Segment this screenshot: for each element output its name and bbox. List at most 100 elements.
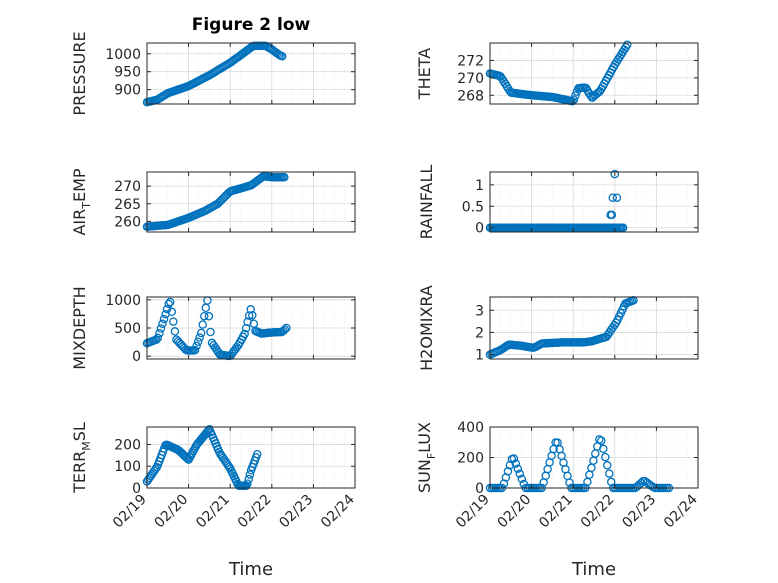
data-point — [569, 95, 579, 104]
axes-box — [489, 42, 699, 105]
data-point — [597, 436, 606, 445]
data-point — [155, 328, 164, 338]
axes-box — [146, 42, 356, 105]
subplot-mixdepth: 0 500 1000 MIXDEPTH — [70, 286, 356, 370]
data-point — [167, 307, 177, 317]
y-tick-label: 2 — [475, 325, 484, 341]
y-tick-label: 0.5 — [462, 199, 484, 215]
data-point — [282, 323, 291, 333]
data-point — [277, 52, 287, 61]
y-tick-label: 950 — [114, 65, 141, 81]
y-tick-label: 265 — [114, 197, 141, 213]
data-point — [198, 320, 207, 329]
y-tick-label: 270 — [114, 179, 141, 195]
data-point — [509, 454, 519, 463]
data-point — [607, 210, 617, 220]
data-point — [636, 478, 646, 488]
data-point — [599, 444, 608, 454]
data-point — [513, 464, 523, 473]
data-point — [204, 312, 214, 321]
data-point — [169, 317, 178, 326]
x-axis-label-right: Time — [571, 559, 616, 580]
data-point — [280, 173, 289, 182]
data-point — [224, 462, 234, 471]
data-point — [571, 91, 580, 100]
data-point — [589, 456, 598, 465]
data-point — [591, 449, 600, 458]
x-tick-label: 02/21 — [193, 492, 233, 532]
data-point — [585, 470, 594, 480]
y-tick-label: 1000 — [105, 47, 141, 63]
y-axis-label: PRESSURE — [70, 31, 89, 115]
data-point — [162, 304, 172, 314]
x-axis-label-left: Time — [228, 559, 273, 580]
data-point — [165, 297, 175, 307]
data-point — [240, 329, 249, 339]
data-point — [252, 449, 262, 459]
data-point — [517, 474, 527, 484]
subplot-h2omixra: 1 2 3 H2OMIXRA — [417, 285, 699, 371]
data-point — [565, 478, 574, 487]
y-tick-label: 260 — [114, 214, 141, 230]
subplot-rainfall: 0 0.5 1 RAINFALL — [417, 165, 699, 240]
subplot-terr-msl: 0 100 200 02/19 02/20 02/21 02/22 02/23 02/24 TER… — [70, 422, 358, 531]
data-point — [201, 303, 211, 313]
data-point — [248, 311, 257, 320]
data-point — [612, 193, 622, 202]
y-tick-label: 100 — [114, 459, 141, 475]
data-point — [243, 479, 252, 488]
x-tick-label: 02/20 — [152, 492, 192, 532]
y-tick-label: 272 — [457, 53, 484, 69]
y-axis-label: SUNFLUX — [415, 422, 438, 493]
y-tick-label: 3 — [475, 303, 484, 319]
x-tick-label: 02/19 — [453, 492, 493, 532]
data-point — [153, 333, 163, 343]
data-point — [244, 474, 253, 484]
data-point — [164, 299, 173, 309]
y-tick-label: 0 — [132, 481, 141, 497]
y-tick-label: 200 — [114, 437, 141, 453]
x-tick-label: 02/23 — [276, 492, 316, 532]
data-point — [601, 452, 610, 462]
y-axis-label: AIRTEMP — [70, 168, 93, 235]
data-point — [280, 325, 290, 334]
data-point — [156, 324, 166, 333]
axes-box — [146, 171, 356, 233]
x-tick-label: 02/20 — [495, 492, 535, 532]
data-point — [181, 453, 191, 462]
figure-title: Figure 2 low — [192, 15, 311, 35]
data-point — [200, 311, 209, 321]
data-point — [608, 193, 617, 202]
y-axis-label: RAINFALL — [417, 165, 436, 240]
x-tick-label: 02/24 — [318, 491, 358, 531]
subplot-pressure: 900 950 1000 PRESSURE — [70, 31, 356, 116]
data-point — [190, 345, 200, 355]
axes-box — [146, 426, 356, 489]
y-tick-label: 500 — [114, 321, 141, 337]
data-point — [159, 314, 169, 324]
x-tick-label: 02/22 — [578, 492, 618, 532]
x-tick-label: 02/22 — [235, 492, 275, 532]
data-point — [246, 305, 255, 314]
data-point — [515, 469, 525, 479]
data-point — [151, 464, 160, 474]
data-point — [605, 469, 614, 478]
y-tick-label: 1 — [475, 348, 484, 364]
data-point — [587, 463, 596, 473]
y-axis-label: H2OMIXRA — [417, 285, 436, 371]
x-tick-label: 02/24 — [661, 491, 701, 531]
data-point — [603, 461, 612, 470]
y-axis-label: TERRMSL — [70, 422, 93, 494]
data-point — [623, 40, 632, 49]
data-point — [193, 337, 203, 346]
y-axis-label: MIXDEPTH — [70, 286, 89, 369]
data-point — [206, 327, 215, 337]
data-point — [618, 223, 628, 232]
data-point — [245, 470, 255, 479]
x-tick-label: 02/19 — [110, 492, 150, 532]
y-tick-label: 200 — [457, 451, 484, 467]
